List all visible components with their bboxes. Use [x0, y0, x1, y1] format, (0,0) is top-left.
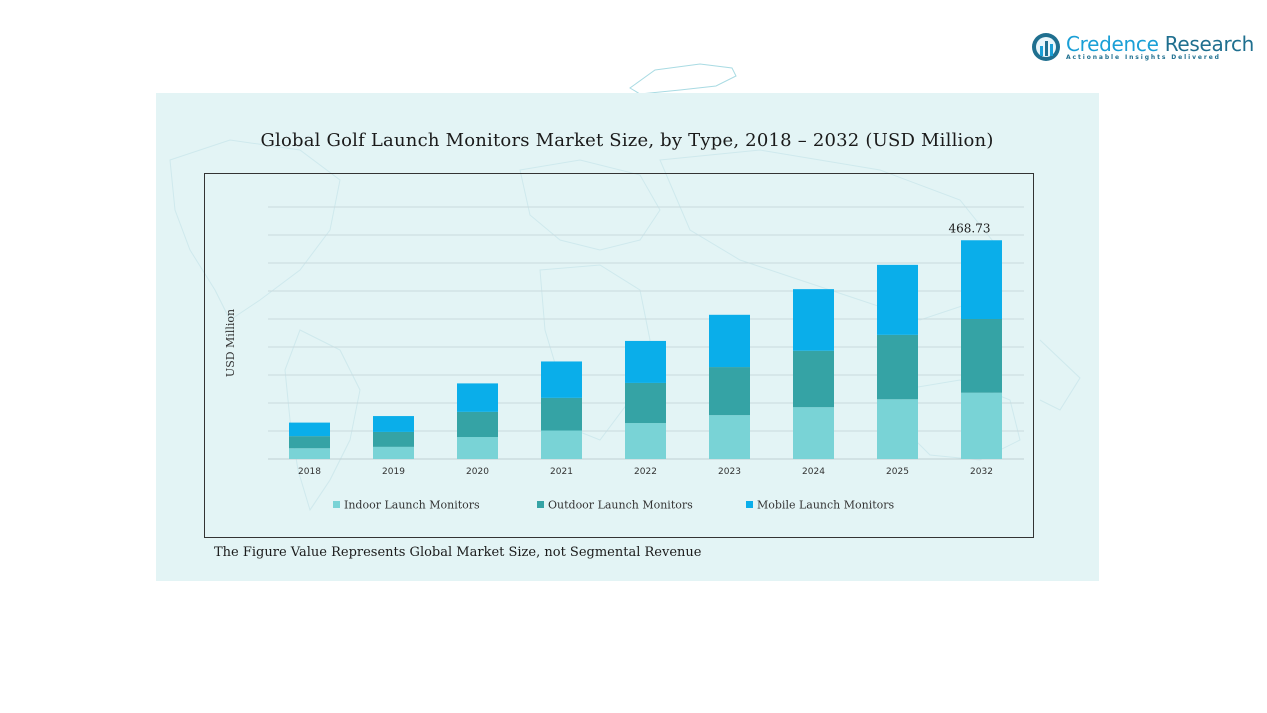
legend-label: Mobile Launch Monitors	[757, 499, 895, 512]
chart-footnote: The Figure Value Represents Global Marke…	[214, 545, 702, 560]
x-tick-label: 2020	[466, 467, 489, 477]
bar-segment	[373, 446, 414, 459]
bar-segment	[373, 416, 414, 432]
data-label: 468.73	[949, 221, 991, 235]
bar-segment	[457, 437, 498, 459]
bar-segment	[541, 397, 582, 431]
company-logo: Credence Research Actionable Insights De…	[1030, 30, 1254, 70]
legend-swatch	[333, 501, 340, 508]
legend-swatch	[746, 501, 753, 508]
logo-name-part2: Research	[1158, 32, 1255, 56]
bar-segment	[289, 436, 330, 449]
bar-segment	[961, 240, 1002, 319]
bar-segment	[457, 411, 498, 438]
bar-segment	[625, 382, 666, 424]
bar-segment	[877, 334, 918, 400]
legend-label: Indoor Launch Monitors	[344, 499, 480, 512]
legend-label: Outdoor Launch Monitors	[548, 499, 693, 512]
x-tick-label: 2024	[802, 467, 825, 477]
x-tick-label: 2019	[382, 467, 405, 477]
bar-segment	[877, 264, 918, 335]
bar-segment	[961, 392, 1002, 459]
bar-segment	[961, 319, 1002, 393]
bar-segment	[289, 448, 330, 459]
x-tick-label: 2018	[298, 467, 321, 477]
logo-name-part1: Credence	[1066, 32, 1159, 56]
bar-segment	[793, 350, 834, 408]
bar-segment	[541, 361, 582, 398]
x-tick-label: 2032	[970, 467, 993, 477]
logo-wordmark: Credence Research	[1066, 32, 1254, 56]
stacked-bar-chart: 2018 2019 2020 2021 2022 2023 2024 2025 2032 468.…	[224, 206, 1024, 512]
bar-segment	[877, 399, 918, 459]
chart-frame	[204, 173, 1034, 538]
bar-segment	[541, 430, 582, 459]
bar-segment	[793, 289, 834, 351]
x-tick-label: 2025	[886, 467, 909, 477]
y-axis-label: USD Million	[224, 309, 237, 377]
bar-segment	[625, 340, 666, 383]
bar-segment	[709, 415, 750, 459]
bar-chart-globe-icon	[1032, 33, 1060, 61]
bar-segment	[793, 407, 834, 459]
chart-title: Global Golf Launch Monitors Market Size,…	[260, 130, 994, 151]
bar-segment	[709, 367, 750, 416]
legend-swatch	[537, 501, 544, 508]
x-tick-label: 2021	[550, 467, 573, 477]
logo-tagline: Actionable Insights Delivered	[1066, 54, 1221, 61]
bar-segment	[289, 422, 330, 437]
bar-segment	[373, 431, 414, 447]
bar-segment	[457, 383, 498, 412]
x-tick-label: 2023	[718, 467, 741, 477]
bar-segment	[625, 423, 666, 459]
bar-segment	[709, 314, 750, 368]
x-tick-label: 2022	[634, 467, 657, 477]
